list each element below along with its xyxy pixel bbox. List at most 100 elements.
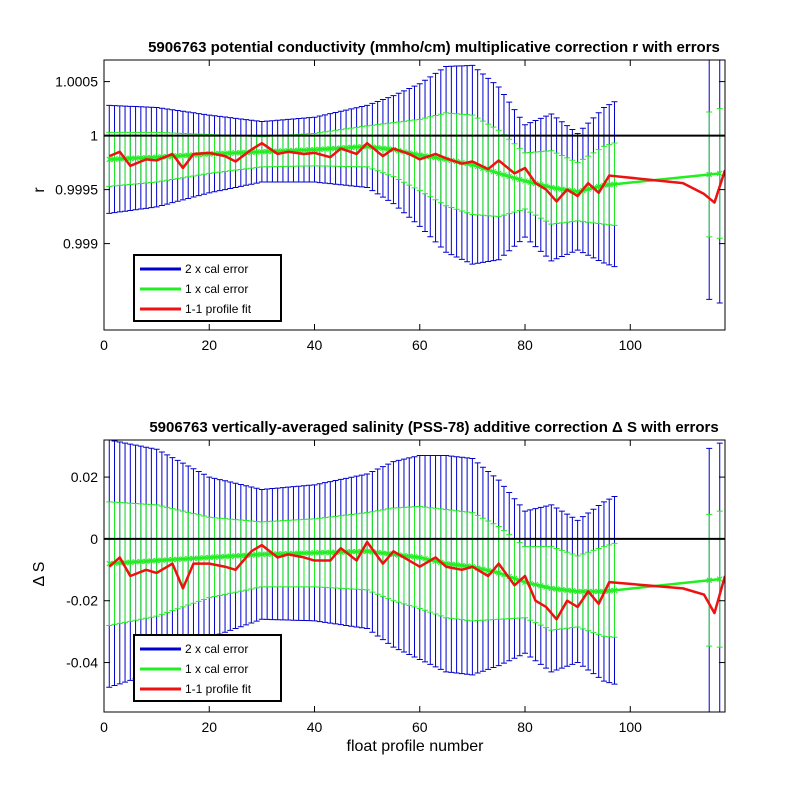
x-tick-label: 60 (412, 337, 428, 353)
series-1x-marker (174, 556, 181, 563)
legend-label-fit: 1-1 profile fit (185, 302, 252, 316)
legend-label-2x: 2 x cal error (185, 642, 248, 656)
chart-panel-top: 5906763 potential conductivity (mmho/cm)… (31, 39, 726, 353)
x-tick-label: 20 (201, 337, 217, 353)
x-tick-label: 80 (517, 337, 533, 353)
series-1x-marker (137, 558, 144, 565)
plot-area-bottom (104, 440, 725, 712)
series-1x-marker (716, 170, 723, 177)
series-1x-marker (516, 176, 523, 183)
series-1x-marker (459, 562, 465, 569)
series-1x-marker (148, 558, 155, 564)
legend-bottom: 2 x cal error 1 x cal error 1-1 profile … (133, 634, 282, 702)
series-1x-marker (322, 549, 328, 556)
x-axis-label: float profile number (347, 738, 485, 755)
y-tick-label: 0 (90, 531, 98, 547)
series-1x-marker (259, 551, 265, 558)
series-1x-marker (327, 549, 334, 556)
series-1x-marker (553, 185, 560, 192)
y-axis-label-top: r (31, 187, 48, 193)
series-1x-marker (559, 186, 565, 193)
series-1x-marker (116, 156, 123, 162)
series-1x-marker (453, 562, 460, 568)
chart-panel-bottom: 5906763 vertically-averaged salinity (PS… (31, 419, 726, 755)
series-1x-marker (190, 555, 197, 562)
series-1x-marker (301, 147, 307, 153)
chart-title-top: 5906763 potential conductivity (mmho/cm)… (148, 39, 720, 56)
y-tick-label: -0.04 (66, 655, 98, 671)
series-1x-marker (595, 588, 602, 595)
series-1x-marker (606, 181, 613, 188)
series-fit-line (108, 540, 725, 621)
series-1x-marker (311, 146, 318, 153)
series-1x-marker (259, 148, 265, 155)
legend-top: 2 x cal error 1 x cal error 1-1 profile … (133, 254, 282, 322)
x-tick-label: 100 (619, 719, 643, 735)
series-1x-marker (353, 144, 360, 150)
series-1x-marker (564, 587, 570, 594)
x-tick-label: 40 (307, 337, 323, 353)
series-1x-marker (237, 149, 244, 156)
series-1x-marker (327, 145, 334, 152)
series-1x-marker (611, 587, 618, 594)
series-1x-marker (127, 155, 134, 162)
legend-label-1x: 1 x cal error (185, 662, 248, 676)
series-1x-marker (348, 144, 355, 151)
series-1x-marker (180, 556, 186, 562)
axes-frame (103, 439, 726, 713)
x-tick-label: 40 (307, 719, 323, 735)
x-tick-label: 0 (100, 719, 108, 735)
series-1x-marker (316, 549, 323, 556)
series-1x-marker (127, 559, 134, 566)
series-1x-marker (306, 147, 313, 153)
series-1x-marker (232, 150, 239, 156)
series-1x-marker (301, 550, 307, 556)
y-tick-label: 0.02 (71, 469, 98, 485)
y-tick-label: 0.999 (63, 236, 98, 252)
x-tick-label: 80 (517, 719, 533, 735)
series-1x-marker (406, 553, 413, 560)
series-1x-marker (416, 554, 423, 561)
series-1x-marker (353, 548, 360, 555)
series-1x-marker (422, 555, 428, 562)
series-1x-marker (216, 553, 223, 560)
series-1x-marker (611, 181, 618, 188)
series-1x-marker (306, 550, 313, 556)
series-1x-marker (706, 577, 713, 584)
x-tick-label: 100 (619, 337, 643, 353)
series-1x-marker (143, 558, 149, 565)
series-1x-marker (569, 587, 576, 594)
series-1x-marker (553, 586, 560, 592)
series-1x-marker (380, 550, 386, 556)
series-1x-marker (511, 175, 518, 181)
series-1x-marker (322, 146, 328, 152)
series-1x-marker (501, 172, 507, 178)
series-1x-marker (606, 588, 613, 594)
series-1x-marker (253, 149, 260, 155)
series-1x-marker (180, 152, 186, 159)
series-1x-marker (153, 557, 160, 564)
series-1x-marker (548, 184, 555, 191)
series-1x-marker (201, 554, 207, 561)
y-tick-label: -0.02 (66, 593, 98, 609)
series-1x-marker (574, 588, 581, 595)
series-1x-marker (132, 559, 139, 565)
series-1x-marker (585, 186, 592, 193)
series-1x-marker (706, 171, 713, 178)
legend-label-fit: 1-1 profile fit (185, 682, 252, 696)
series-1x-marker (506, 173, 513, 180)
series-1x-marker (169, 556, 176, 563)
series-1x-marker (348, 548, 355, 555)
y-tick-label: 1.0005 (55, 74, 98, 90)
series-1x-marker (253, 551, 260, 558)
series-1x-marker (132, 155, 139, 162)
series-1x-marker (416, 152, 423, 158)
series-1x-marker (411, 553, 418, 560)
series-1x-marker (448, 561, 455, 568)
series-1x-marker (232, 553, 239, 559)
series-1x-marker (227, 553, 234, 560)
series-1x-marker (164, 557, 171, 563)
series-1x-marker (537, 583, 544, 589)
series-1x-marker (511, 575, 518, 582)
